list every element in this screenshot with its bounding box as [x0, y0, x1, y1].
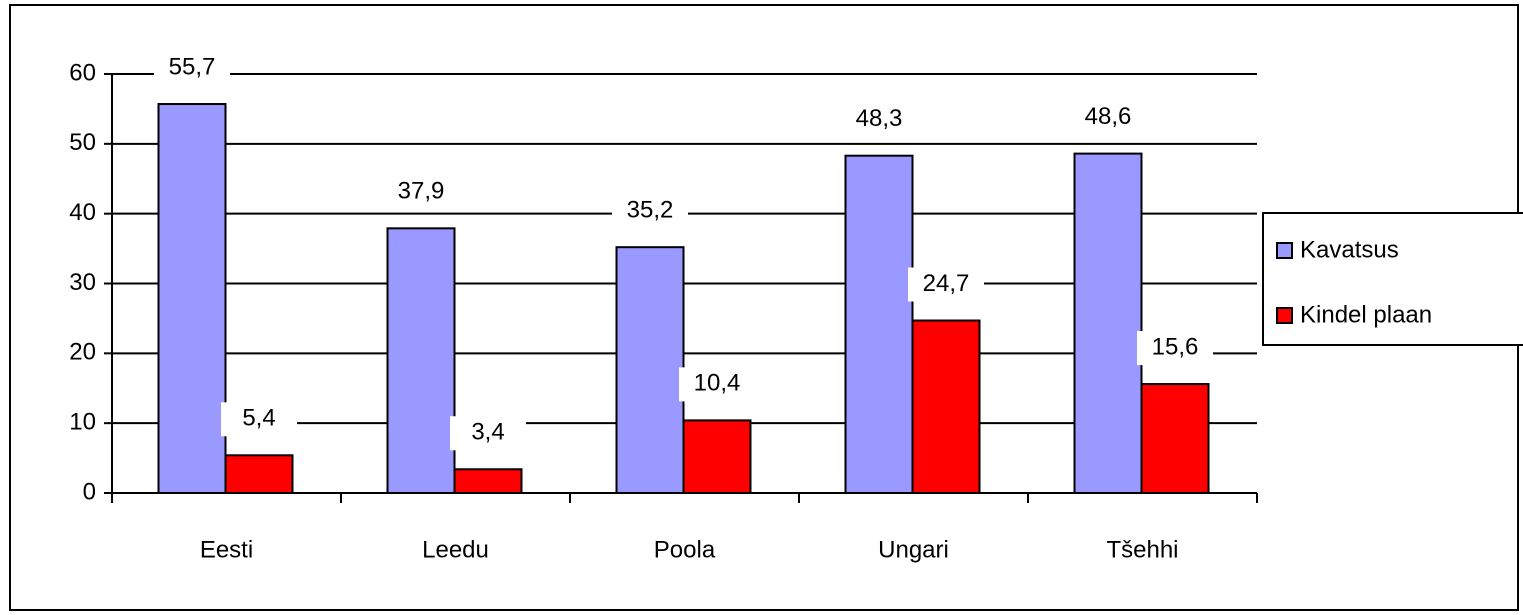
legend-label: Kindel plaan	[1300, 301, 1432, 328]
data-label: 48,3	[856, 105, 903, 132]
x-tick-label: Tšehhi	[1106, 536, 1178, 563]
bar	[224, 454, 294, 495]
data-label: 15,6	[1152, 333, 1199, 360]
data-label: 55,7	[169, 53, 216, 80]
x-tick-label: Leedu	[422, 536, 489, 563]
legend-label: Kavatsus	[1300, 236, 1399, 263]
data-label: 5,4	[242, 405, 275, 432]
bar	[1140, 383, 1210, 494]
y-tick-label: 60	[69, 59, 96, 86]
y-tick-label: 40	[69, 199, 96, 226]
legend-swatch	[1276, 307, 1293, 324]
bar	[1073, 152, 1143, 495]
data-label: 37,9	[398, 178, 445, 205]
data-label-bg	[612, 194, 688, 229]
data-label: 24,7	[923, 270, 970, 297]
bar	[844, 154, 914, 495]
legend-box	[1262, 212, 1523, 346]
data-label-bg	[450, 416, 526, 451]
bar	[615, 246, 685, 494]
data-label: 3,4	[471, 419, 504, 446]
data-label-bg	[679, 367, 755, 402]
data-label: 10,4	[694, 370, 741, 397]
data-label: 48,6	[1085, 103, 1132, 130]
data-label-bg	[221, 402, 297, 437]
legend-swatch	[1276, 242, 1293, 259]
y-tick-label: 0	[83, 478, 96, 505]
data-label: 35,2	[627, 197, 674, 224]
data-label-bg	[1070, 100, 1146, 135]
data-label-bg	[841, 102, 917, 137]
y-tick-label: 10	[69, 409, 96, 436]
data-label-bg	[1137, 331, 1213, 366]
x-tick-label: Eesti	[200, 536, 253, 563]
bar	[386, 227, 456, 494]
data-label-bg	[383, 175, 459, 210]
y-tick-label: 50	[69, 129, 96, 156]
x-tick-label: Poola	[654, 536, 716, 563]
bar	[157, 103, 227, 495]
bar	[453, 468, 523, 494]
x-tick-label: Ungari	[878, 536, 949, 563]
bar	[682, 419, 752, 494]
bar	[911, 319, 981, 494]
y-tick-label: 30	[69, 269, 96, 296]
data-label-bg	[908, 267, 984, 302]
y-tick-label: 20	[69, 339, 96, 366]
data-label-bg	[154, 51, 230, 86]
